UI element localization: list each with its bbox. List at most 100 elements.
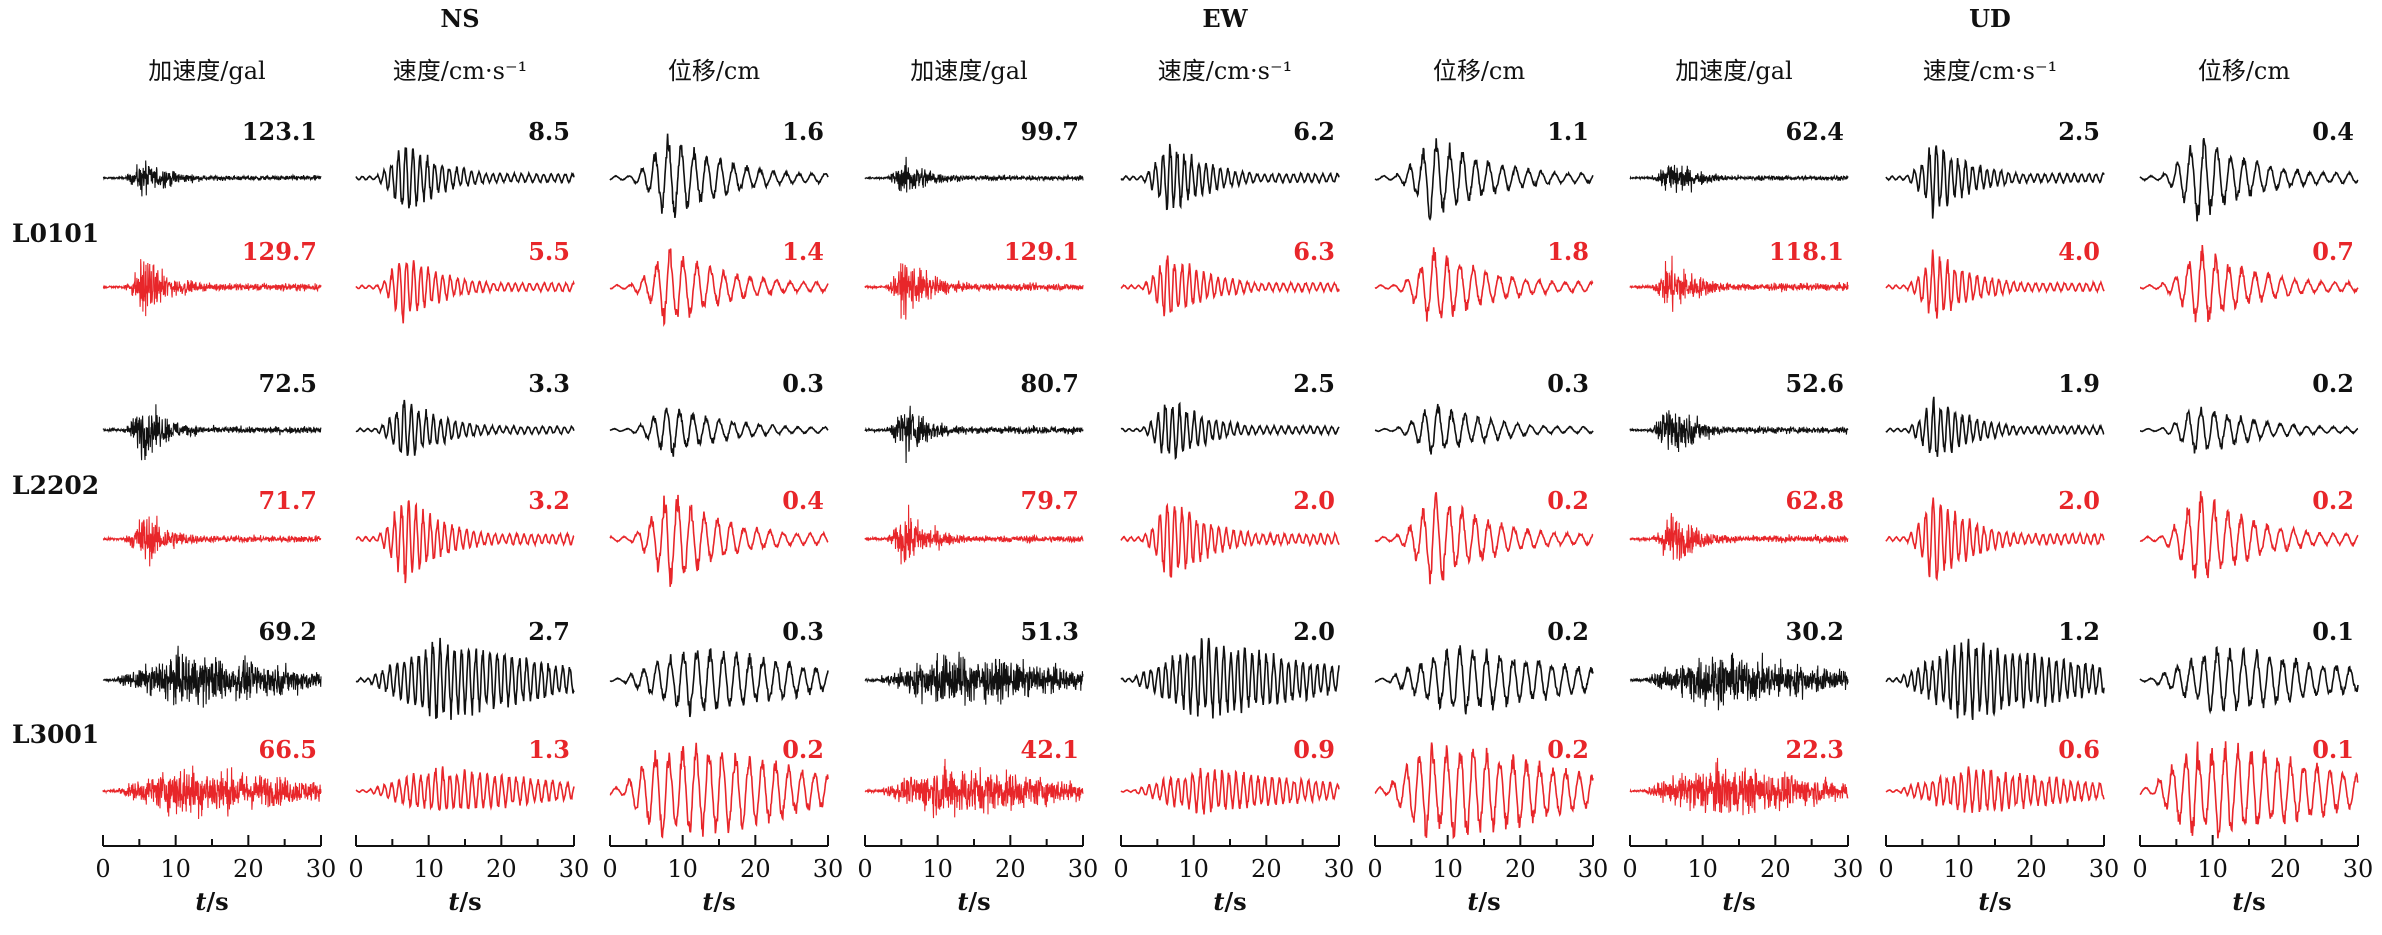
simulated-waveform bbox=[1120, 502, 1340, 578]
x-axis-label: t/s bbox=[2232, 887, 2265, 916]
x-axis-label: t/s bbox=[1978, 887, 2011, 916]
x-axis-label: t/s bbox=[1213, 887, 1246, 916]
recorded-waveform bbox=[1629, 410, 1849, 453]
recorded-waveform bbox=[609, 133, 829, 218]
component-label-ew: EW bbox=[1202, 4, 1248, 33]
recorded-peak-label: 2.0 bbox=[1293, 617, 1335, 646]
x-tick-label: 10 bbox=[1178, 855, 1209, 883]
simulated-waveform bbox=[102, 765, 322, 820]
simulated-peak-label: 62.8 bbox=[1786, 486, 1844, 515]
simulated-peak-label: 2.0 bbox=[2058, 486, 2100, 515]
x-tick-label: 10 bbox=[922, 855, 953, 883]
x-axis: 0 10 20 30 t/s bbox=[1113, 835, 1354, 916]
x-tick-label: 30 bbox=[2343, 855, 2374, 883]
recorded-peak-label: 30.2 bbox=[1786, 617, 1844, 646]
simulated-waveform bbox=[1374, 492, 1594, 585]
simulated-peak-label: 1.3 bbox=[528, 735, 570, 764]
station-label-l3001: L3001 bbox=[12, 720, 99, 749]
simulated-waveform bbox=[609, 742, 829, 839]
x-tick-label: 20 bbox=[2270, 855, 2301, 883]
simulated-peak-label: 0.2 bbox=[782, 735, 824, 764]
recorded-waveform bbox=[1885, 396, 2105, 457]
simulated-waveform bbox=[1374, 247, 1594, 322]
x-tick-label: 10 bbox=[160, 855, 191, 883]
x-tick-label: 0 bbox=[2132, 855, 2147, 883]
simulated-peak-label: 5.5 bbox=[528, 237, 570, 266]
simulated-waveform bbox=[1885, 249, 2105, 319]
station-label-l0101: L0101 bbox=[12, 219, 99, 248]
recorded-peak-label: 123.1 bbox=[242, 117, 317, 146]
simulated-waveform bbox=[609, 248, 829, 328]
recorded-peak-label: 2.5 bbox=[2058, 117, 2100, 146]
simulated-waveform bbox=[355, 500, 575, 584]
x-tick-label: 10 bbox=[413, 855, 444, 883]
recorded-peak-label: 52.6 bbox=[1786, 369, 1844, 398]
component-label-ud: UD bbox=[1969, 4, 2011, 33]
x-tick-label: 30 bbox=[559, 855, 590, 883]
x-tick-label: 0 bbox=[1878, 855, 1893, 883]
recorded-waveform bbox=[1885, 638, 2105, 721]
recorded-peak-label: 0.2 bbox=[1547, 617, 1589, 646]
simulated-peak-label: 0.1 bbox=[2312, 735, 2354, 764]
station-label-l2202: L2202 bbox=[12, 471, 99, 500]
recorded-peak-label: 80.7 bbox=[1021, 369, 1079, 398]
recorded-peak-label: 0.3 bbox=[782, 369, 824, 398]
recorded-peak-label: 62.4 bbox=[1786, 117, 1844, 146]
x-tick-label: 20 bbox=[233, 855, 264, 883]
recorded-waveform bbox=[609, 407, 829, 457]
simulated-waveform bbox=[102, 259, 322, 317]
recorded-peak-label: 99.7 bbox=[1021, 117, 1079, 146]
simulated-peak-label: 71.7 bbox=[259, 486, 317, 515]
simulated-waveform bbox=[2139, 244, 2359, 323]
simulated-peak-label: 0.2 bbox=[2312, 486, 2354, 515]
recorded-peak-label: 0.1 bbox=[2312, 617, 2354, 646]
recorded-peak-label: 72.5 bbox=[259, 369, 317, 398]
x-axis-label: t/s bbox=[1722, 887, 1755, 916]
x-tick-label: 30 bbox=[1324, 855, 1355, 883]
recorded-peak-label: 0.2 bbox=[2312, 369, 2354, 398]
x-tick-label: 0 bbox=[1113, 855, 1128, 883]
x-axis: 0 10 20 30 t/s bbox=[95, 835, 336, 916]
recorded-waveform bbox=[2139, 137, 2359, 222]
x-tick-label: 10 bbox=[2197, 855, 2228, 883]
recorded-peak-label: 6.2 bbox=[1293, 117, 1335, 146]
simulated-peak-label: 22.3 bbox=[1786, 735, 1844, 764]
recorded-waveform bbox=[1120, 401, 1340, 461]
x-axis-label: t/s bbox=[195, 887, 228, 916]
simulated-peak-label: 0.2 bbox=[1547, 486, 1589, 515]
x-tick-label: 0 bbox=[602, 855, 617, 883]
x-tick-label: 30 bbox=[306, 855, 337, 883]
x-axis: 0 10 20 30 t/s bbox=[1622, 835, 1863, 916]
x-tick-label: 10 bbox=[1687, 855, 1718, 883]
simulated-waveform bbox=[355, 260, 575, 324]
x-tick-label: 30 bbox=[1833, 855, 1864, 883]
quantity-header: 位移/cm bbox=[668, 57, 761, 85]
simulated-waveform bbox=[1629, 757, 1849, 816]
quantity-header: 速度/cm·s⁻¹ bbox=[1158, 57, 1293, 85]
recorded-peak-label: 0.3 bbox=[782, 617, 824, 646]
quantity-header: 位移/cm bbox=[1433, 57, 1526, 85]
simulated-peak-label: 0.4 bbox=[782, 486, 824, 515]
x-tick-label: 0 bbox=[95, 855, 110, 883]
simulated-waveform bbox=[1629, 255, 1849, 312]
x-tick-label: 30 bbox=[1578, 855, 1609, 883]
simulated-peak-label: 0.6 bbox=[2058, 735, 2100, 764]
quantity-header: 加速度/gal bbox=[148, 57, 265, 85]
recorded-peak-label: 8.5 bbox=[528, 117, 570, 146]
recorded-waveform bbox=[355, 637, 575, 720]
x-tick-label: 30 bbox=[2089, 855, 2120, 883]
recorded-peak-label: 1.2 bbox=[2058, 617, 2100, 646]
simulated-peak-label: 1.4 bbox=[782, 237, 824, 266]
recorded-waveform bbox=[609, 648, 829, 718]
recorded-waveform bbox=[1374, 403, 1594, 455]
recorded-waveform bbox=[864, 651, 1084, 706]
simulated-waveform bbox=[864, 504, 1084, 565]
x-tick-label: 20 bbox=[995, 855, 1026, 883]
x-tick-label: 0 bbox=[857, 855, 872, 883]
recorded-peak-label: 51.3 bbox=[1021, 617, 1079, 646]
x-tick-label: 10 bbox=[1943, 855, 1974, 883]
recorded-waveform bbox=[1374, 645, 1594, 715]
x-axis-label: t/s bbox=[448, 887, 481, 916]
x-tick-label: 0 bbox=[1622, 855, 1637, 883]
